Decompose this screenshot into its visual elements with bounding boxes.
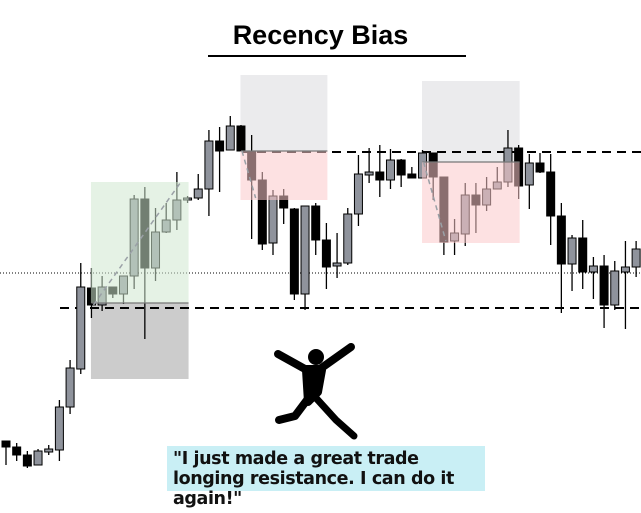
candle-body [567,237,577,265]
zone-long_entry [90,182,189,303]
candle-body [396,159,406,176]
candle [620,241,630,329]
candle [364,148,374,183]
zone-short_stop [422,81,520,162]
candle-body [375,171,385,181]
candle-body [236,125,246,152]
zone-long_stop [90,303,189,379]
candle [33,449,43,466]
candle [289,208,299,300]
candle-body [54,406,64,451]
candle-body [588,265,598,273]
candle [407,167,417,179]
candle-body [311,205,321,241]
zone-short_target [422,162,520,243]
page-title: Recency Bias [232,20,409,50]
jumping-person-icon [274,343,358,440]
candle [311,203,321,255]
candle-body [22,454,32,467]
quote-caption: "I just made a great trade longing resis… [167,446,485,509]
candle [332,233,342,278]
trade-path-arrow [92,181,182,306]
candle [1,440,11,465]
candle-body [556,215,566,265]
candle [193,174,203,200]
candle [321,223,331,289]
trade-path-arrow [422,161,447,242]
candle-body [12,446,22,456]
candle [204,130,214,216]
candle-body [535,162,545,173]
candle-body [353,173,363,215]
candle [236,125,246,152]
candle [375,145,385,197]
candle-body [524,162,534,186]
candle [65,360,75,414]
candle [76,263,86,374]
candle [631,241,641,277]
candle [599,255,609,328]
candle [225,116,235,151]
candle-body [631,248,641,268]
candle [535,153,545,173]
candle [215,127,225,192]
candle [578,220,588,289]
candle-body [300,205,310,295]
candle-body [215,140,225,152]
candle-body [193,188,203,199]
candle-body [204,140,214,190]
candle-body [1,440,11,448]
candle-body [332,262,342,267]
candle-body [289,208,299,295]
candle-body [385,159,395,181]
candle-body [546,171,556,217]
candle-body [610,270,620,306]
candle [353,155,363,226]
candle-body [578,237,588,273]
candle [54,400,64,461]
candle [396,159,406,187]
candle [12,443,22,461]
candle [556,203,566,313]
candle-body [44,448,54,453]
candle-body [33,450,43,466]
candle [44,445,54,455]
trade-path-arrow [241,150,257,199]
candle-body [65,367,75,408]
candle-body [407,173,417,179]
candle-body [343,213,353,264]
zone-short_target [240,151,328,200]
candle-body [321,239,331,268]
candle [567,235,577,291]
zone-short_stop [240,75,328,151]
candle [385,149,395,189]
candle [588,257,598,299]
candle [546,154,556,245]
candle-body [599,265,609,306]
candle-body [364,171,374,176]
title-underline [208,55,466,57]
candle-body [76,286,86,370]
candle [300,205,310,310]
candle [610,261,620,310]
candle-body [268,195,278,244]
candle [22,451,32,468]
candle-body [225,125,235,151]
candle [524,154,534,209]
candle [343,208,353,265]
candle-body [620,266,630,273]
